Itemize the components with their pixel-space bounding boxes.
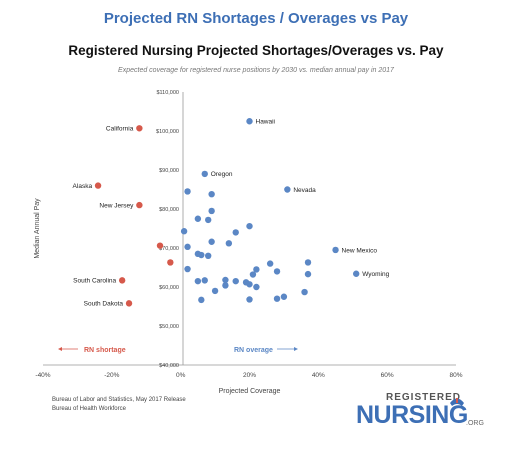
- point-labels: California Alaska New Jersey South Carolina…: [73, 119, 390, 308]
- data-point: [222, 276, 229, 284]
- data-point: [201, 170, 208, 178]
- data-point: [246, 296, 253, 303]
- x-tick-label: -40%: [35, 372, 50, 379]
- y-tick-label: $100,000: [156, 129, 179, 135]
- data-point: [180, 228, 188, 235]
- x-tick-label: 20%: [243, 372, 256, 379]
- data-point: [304, 259, 312, 266]
- chart-subtitle: Expected coverage for registered nurse p…: [118, 67, 394, 74]
- y-tick-label: $60,000: [159, 285, 179, 291]
- data-point: [201, 277, 208, 284]
- point-label: Hawaii: [256, 119, 276, 126]
- point-label: California: [106, 126, 134, 133]
- shortage-annotation: RN shortage: [84, 347, 126, 354]
- x-tick-label: 60%: [381, 372, 394, 379]
- data-point: [304, 270, 312, 278]
- data-points: [94, 118, 360, 307]
- data-point: [194, 277, 202, 285]
- data-point: [246, 281, 253, 288]
- data-point: [125, 300, 133, 307]
- point-label: New Mexico: [342, 247, 378, 254]
- point-label: Nevada: [293, 187, 316, 194]
- source-line-1: Bureau of Labor and Statistics, May 2017…: [52, 397, 186, 403]
- logo-org-text: .ORG: [466, 420, 484, 427]
- y-axis-title: Median Annual Pay: [34, 198, 41, 259]
- data-point: [208, 190, 215, 198]
- point-label: South Carolina: [73, 278, 116, 285]
- y-tick-labels: $40,000 $50,000 $60,000 $70,000 $80,000 $90,0…: [156, 90, 179, 369]
- data-point: [284, 186, 291, 193]
- data-point: [184, 265, 191, 273]
- point-label: New Jersey: [99, 202, 134, 209]
- y-tick-label: $50,000: [159, 324, 179, 330]
- data-point: [273, 268, 281, 275]
- data-point: [194, 215, 202, 222]
- point-label: South Dakota: [84, 301, 124, 308]
- data-point: [352, 270, 360, 277]
- data-point: [246, 118, 253, 125]
- data-point: [332, 246, 339, 254]
- data-point: [208, 207, 215, 215]
- point-label: Alaska: [73, 183, 93, 190]
- data-point: [253, 283, 260, 291]
- registered-nursing-logo: REGISTERED NURSING .ORG: [356, 392, 496, 440]
- data-point: [205, 216, 212, 224]
- x-tick-label: 40%: [312, 372, 325, 379]
- data-point: [184, 243, 191, 251]
- data-point: [136, 125, 143, 132]
- data-point: [246, 222, 253, 230]
- data-point: [266, 260, 274, 267]
- data-point: [198, 296, 205, 304]
- page-header-title: Projected RN Shortages / Overages vs Pay: [103, 10, 409, 27]
- shortage-arrowhead: [58, 347, 62, 351]
- y-tick-label: $110,000: [156, 90, 179, 96]
- overage-arrowhead: [294, 347, 298, 351]
- data-point: [222, 282, 229, 289]
- y-tick-label: $40,000: [159, 363, 179, 369]
- x-axis-title: Projected Coverage: [219, 388, 281, 395]
- data-point: [156, 242, 164, 249]
- source-line-2: Bureau of Health Workforce: [52, 406, 126, 412]
- data-point: [94, 182, 102, 189]
- logo-top-text: REGISTERED: [386, 392, 462, 403]
- overage-annotation: RN overage: [234, 347, 273, 354]
- chart-title: Registered Nursing Projected Shortages/O…: [68, 43, 444, 58]
- data-point: [136, 201, 143, 209]
- data-point: [208, 238, 215, 245]
- x-tick-label: 80%: [449, 372, 462, 379]
- x-tick-label: 0%: [176, 372, 186, 379]
- data-point: [232, 277, 239, 285]
- data-point: [232, 229, 239, 236]
- y-tick-label: $70,000: [159, 246, 179, 252]
- data-point: [184, 188, 191, 195]
- data-point: [211, 287, 219, 295]
- data-point: [118, 277, 126, 284]
- point-label: Oregon: [211, 171, 233, 178]
- y-tick-label: $80,000: [159, 207, 179, 213]
- data-point: [205, 252, 212, 259]
- data-point: [273, 295, 281, 302]
- data-point: [167, 259, 174, 266]
- data-point: [225, 240, 233, 247]
- point-label: Wyoming: [362, 271, 389, 278]
- data-point: [280, 293, 288, 300]
- data-point: [301, 288, 308, 296]
- x-tick-labels: -40% -20% 0% 20% 40% 60% 80%: [35, 372, 462, 379]
- annotations: RN shortage RN overage: [58, 347, 298, 354]
- data-point: [249, 271, 257, 278]
- logo-main-text: NURSING: [356, 401, 468, 429]
- y-tick-label: $90,000: [159, 168, 179, 174]
- data-point: [253, 266, 260, 273]
- x-tick-label: -20%: [104, 372, 119, 379]
- nurse-cap-icon: [450, 398, 464, 406]
- data-point: [198, 251, 205, 259]
